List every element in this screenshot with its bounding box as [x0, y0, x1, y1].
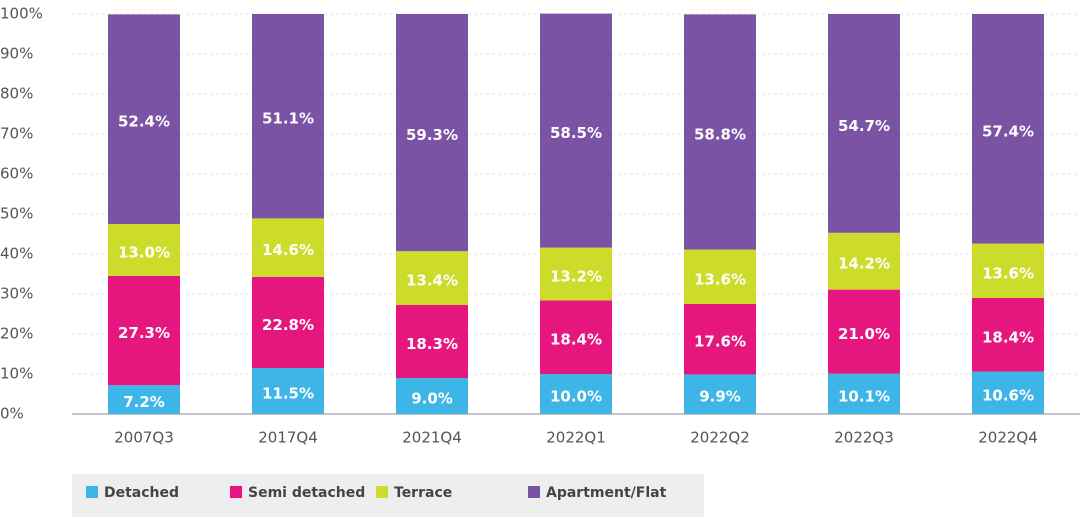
legend-swatch	[230, 486, 242, 498]
data-label: 57.4%	[982, 122, 1034, 140]
bar-segment	[684, 14, 756, 250]
x-tick-label: 2021Q4	[402, 429, 462, 447]
y-tick-label: 100%	[0, 5, 43, 23]
bar-segment	[972, 298, 1044, 372]
x-tick-label: 2022Q4	[978, 429, 1038, 447]
bar-segment	[828, 14, 900, 233]
y-tick-label: 40%	[0, 245, 33, 263]
legend-label: Terrace	[394, 485, 452, 501]
bar-segment	[828, 373, 900, 414]
y-tick-label: 20%	[0, 325, 33, 343]
data-label: 13.2%	[550, 268, 602, 286]
data-label: 10.1%	[838, 387, 890, 405]
data-label: 21.0%	[838, 325, 890, 343]
x-tick-label: 2022Q3	[834, 429, 894, 447]
data-label: 59.3%	[406, 126, 458, 144]
y-tick-label: 80%	[0, 85, 33, 103]
data-label: 22.8%	[262, 316, 314, 334]
data-label: 54.7%	[838, 117, 890, 135]
data-label: 27.3%	[118, 324, 170, 342]
data-label: 18.4%	[550, 331, 602, 349]
bar-segment	[972, 243, 1044, 298]
legend-label: Detached	[104, 485, 179, 501]
bar-segment	[396, 304, 468, 378]
data-label: 7.2%	[123, 393, 165, 411]
data-label: 13.4%	[406, 272, 458, 290]
data-label: 9.0%	[411, 390, 453, 408]
x-tick-label: 2022Q2	[690, 429, 750, 447]
y-tick-label: 30%	[0, 285, 33, 303]
y-tick-label: 50%	[0, 205, 33, 223]
legend-swatch	[376, 486, 388, 498]
y-tick-label: 10%	[0, 365, 33, 383]
data-label: 14.2%	[838, 255, 890, 273]
legend-label: Semi detached	[248, 485, 365, 501]
bar-segment	[540, 247, 612, 301]
bar-segment	[108, 276, 180, 386]
data-label: 10.0%	[550, 388, 602, 406]
bar-segment	[396, 378, 468, 414]
legend-swatch	[528, 486, 540, 498]
x-tick-label: 2017Q4	[258, 429, 318, 447]
data-label: 14.6%	[262, 241, 314, 259]
y-tick-label: 90%	[0, 45, 33, 63]
bar-segment	[684, 374, 756, 414]
bar-segment	[972, 371, 1044, 414]
bar-segment	[540, 300, 612, 374]
y-tick-label: 70%	[0, 125, 33, 143]
bar-segment	[396, 14, 468, 252]
bar-segment	[396, 251, 468, 305]
data-label: 13.6%	[982, 264, 1034, 282]
bar-segment	[252, 14, 324, 219]
bar-segment	[828, 289, 900, 374]
bar-segment	[684, 249, 756, 304]
bar-segment	[108, 385, 180, 414]
bar-segment	[540, 13, 612, 248]
bar-segment	[108, 224, 180, 276]
data-label: 13.6%	[694, 270, 746, 288]
data-label: 10.6%	[982, 386, 1034, 404]
data-label: 52.4%	[118, 113, 170, 131]
data-label: 9.9%	[699, 388, 741, 406]
data-label: 11.5%	[262, 385, 314, 403]
x-tick-label: 2007Q3	[114, 429, 174, 447]
legend-label: Apartment/Flat	[546, 485, 667, 501]
data-label: 17.6%	[694, 333, 746, 351]
data-label: 51.1%	[262, 110, 314, 128]
bar-segment	[972, 14, 1044, 244]
bar-segment	[252, 276, 324, 368]
data-label: 58.5%	[550, 124, 602, 142]
x-tick-label: 2022Q1	[546, 429, 606, 447]
y-tick-label: 0%	[0, 405, 24, 423]
y-tick-label: 60%	[0, 165, 33, 183]
legend-swatch	[86, 486, 98, 498]
bar-segment	[252, 218, 324, 277]
data-label: 13.0%	[118, 244, 170, 262]
bar-segment	[540, 374, 612, 414]
data-label: 18.3%	[406, 335, 458, 353]
data-label: 18.4%	[982, 328, 1034, 346]
data-label: 58.8%	[694, 126, 746, 144]
bar-segment	[828, 232, 900, 290]
bar-segment	[684, 304, 756, 375]
bar-segment	[108, 14, 180, 225]
bar-segment	[252, 368, 324, 414]
